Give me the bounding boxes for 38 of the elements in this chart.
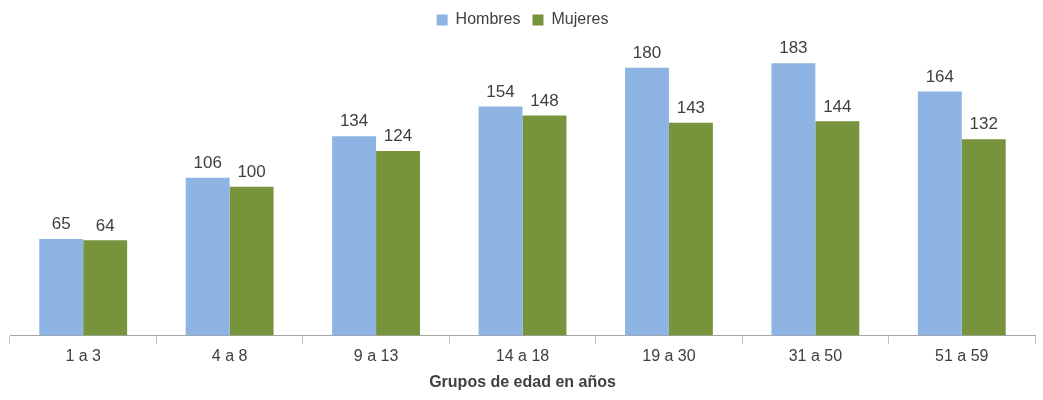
x-tick-label: 9 a 13 [353,346,399,364]
data-label: 134 [339,111,369,131]
data-label: 106 [193,153,222,173]
data-label: 143 [676,98,706,117]
legend-label: Mujeres [551,10,609,28]
legend-label: Hombres [455,10,521,28]
x-tick-label: 51 a 59 [935,346,989,364]
data-label: 148 [530,90,559,110]
bar [815,121,860,336]
data-label: 144 [823,96,852,116]
x-tick-label: 19 a 30 [642,346,696,364]
x-tick-label: 31 a 50 [788,346,843,364]
data-label: 100 [237,161,266,181]
bar [376,151,420,336]
data-label: 180 [632,42,662,62]
data-label: 64 [95,215,115,235]
x-tick-label: 4 a 8 [211,346,248,364]
bar [961,139,1006,336]
bar [668,122,713,336]
data-label: 132 [969,114,998,134]
bar [83,240,128,336]
data-label: 65 [51,214,71,234]
bar [625,67,669,336]
bar [185,177,230,336]
data-label: 183 [779,38,808,58]
bar [522,115,567,336]
bar [478,106,523,336]
bar [229,186,274,336]
bar [771,63,816,336]
data-label: 154 [486,81,515,101]
x-tick-label: 14 a 18 [495,346,550,364]
data-label: 164 [925,66,955,86]
bar [332,136,377,336]
data-label: 124 [383,126,413,146]
x-axis-title: Grupos de edad en años [429,372,616,390]
bar [917,91,962,336]
bar [39,238,84,336]
x-tick-label: 1 a 3 [65,346,102,364]
